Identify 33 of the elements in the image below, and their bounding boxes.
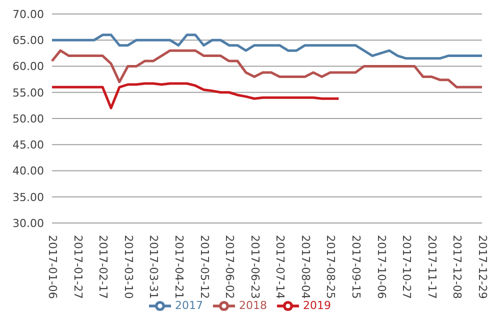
x-tick-label: 2017-06-02 — [223, 235, 236, 299]
legend-label: 2017 — [175, 299, 203, 312]
x-tick-label: 2017-05-12 — [198, 235, 211, 299]
line-series — [50, 82, 340, 110]
x-tick-label: 2017-12-29 — [476, 235, 489, 299]
y-tick-label: 55.00 — [12, 86, 44, 100]
x-tick-label: 2017-10-27 — [400, 235, 414, 299]
line-series — [50, 49, 484, 88]
legend-label: 2019 — [303, 299, 331, 312]
y-tick-label: 60.00 — [12, 60, 44, 74]
y-tick-label: 40.00 — [12, 164, 44, 178]
x-tick-label: 2017-03-10 — [122, 235, 135, 299]
y-tick-label: 35.00 — [12, 190, 44, 204]
y-tick-label: 45.00 — [12, 138, 44, 152]
x-tick-label: 2017-04-21 — [172, 235, 186, 299]
x-tick-label: 2017-10-06 — [374, 235, 388, 299]
y-tick-label: 50.00 — [12, 112, 44, 126]
x-tick-label: 2017-08-04 — [298, 235, 312, 299]
x-tick-label: 2017-03-31 — [147, 235, 160, 299]
legend-label: 2018 — [239, 299, 267, 312]
x-tick-label: 2017-01-27 — [71, 235, 84, 299]
x-tick-label: 2017-08-25 — [324, 235, 338, 299]
x-tick-label: 2017-12-08 — [450, 235, 464, 299]
x-tick-label: 2017-01-06 — [46, 235, 59, 299]
x-tick-label: 2017-11-17 — [425, 235, 438, 299]
y-tick-label: 70.00 — [12, 8, 44, 21]
x-tick-label: 2017-09-15 — [350, 235, 363, 299]
y-tick-label: 65.00 — [12, 34, 44, 48]
x-tick-label: 2017-07-14 — [274, 235, 287, 299]
line-series — [50, 34, 484, 60]
y-tick-label: 30.00 — [12, 216, 44, 230]
x-tick-label: 2017-02-17 — [96, 235, 110, 299]
x-tick-label: 2017-06-23 — [248, 235, 262, 299]
